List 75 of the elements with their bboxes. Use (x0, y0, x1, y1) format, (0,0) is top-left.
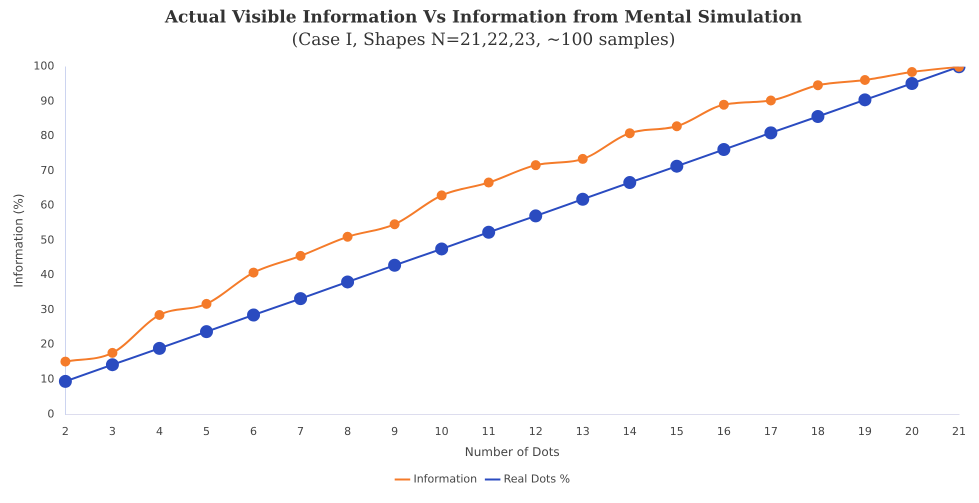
point (435, 242, 448, 256)
point (484, 178, 494, 188)
point (248, 268, 259, 278)
point (152, 342, 166, 355)
point (58, 374, 72, 388)
x-tick-label: 20 (904, 424, 919, 438)
x-tick-label: 14 (622, 424, 637, 438)
y-tick-label: 80 (40, 129, 54, 142)
point (766, 96, 776, 106)
x-tick-label: 19 (858, 424, 872, 438)
point (530, 160, 541, 170)
point (529, 209, 542, 222)
x-tick-label: 15 (670, 424, 684, 438)
x-tick-label: 6 (250, 424, 258, 438)
point (670, 160, 684, 173)
y-tick-label: 70 (40, 164, 54, 177)
point (578, 154, 588, 164)
x-tick-label: 4 (156, 424, 163, 438)
point (436, 190, 447, 200)
point (107, 348, 118, 358)
legend-label: Information (413, 472, 478, 486)
y-tick-label: 90 (40, 94, 54, 108)
point (717, 143, 730, 156)
point (342, 232, 353, 242)
chart-subtitle: (Case I, Shapes N=21,22,23, ~100 samples) (292, 30, 676, 50)
y-tick-label: 10 (40, 372, 54, 386)
point (200, 325, 213, 338)
point (858, 93, 872, 106)
point (811, 110, 824, 124)
x-tick-label: 2 (62, 424, 69, 438)
y-tick-label: 100 (33, 60, 54, 73)
point (482, 226, 496, 239)
point (60, 356, 70, 367)
x-tick-label: 17 (764, 424, 778, 438)
point (623, 176, 636, 190)
y-tick-label: 30 (40, 302, 54, 316)
point (341, 275, 354, 288)
y-tick-label: 0 (47, 407, 54, 420)
x-tick-label: 5 (202, 424, 210, 438)
point (764, 126, 778, 140)
y-tick-label: 50 (40, 233, 54, 246)
x-tick-label: 9 (391, 424, 398, 438)
y-tick-label: 40 (40, 268, 54, 282)
point (624, 128, 635, 138)
point (388, 258, 402, 272)
point (247, 308, 260, 322)
chart-title: Actual Visible Information Vs Information from Mental Simulation (164, 8, 802, 28)
point (390, 219, 400, 230)
point (294, 292, 308, 306)
point (672, 121, 682, 132)
point (812, 80, 823, 90)
x-tick-label: 7 (297, 424, 304, 438)
legend-label: Real Dots % (504, 472, 570, 486)
point (906, 67, 917, 78)
x-tick-label: 16 (716, 424, 731, 438)
y-tick-label: 60 (40, 198, 54, 212)
x-tick-label: 8 (344, 424, 352, 438)
point (106, 358, 119, 372)
x-tick-label: 18 (810, 424, 825, 438)
point (905, 76, 918, 90)
x-tick-label: 21 (952, 424, 966, 438)
x-tick-label: 10 (434, 424, 449, 438)
x-tick-label: 12 (528, 424, 543, 438)
x-tick-label: 3 (108, 424, 116, 438)
x-tick-label: 11 (482, 424, 496, 438)
point (576, 192, 590, 206)
point (201, 298, 212, 309)
point (718, 100, 729, 110)
y-axis-title: Information (%) (11, 194, 26, 288)
y-tick-label: 20 (40, 338, 54, 351)
point (860, 75, 870, 86)
point (154, 310, 164, 320)
x-axis-title: Number of Dots (464, 444, 560, 459)
point (296, 250, 306, 261)
x-tick-label: 13 (576, 424, 590, 438)
